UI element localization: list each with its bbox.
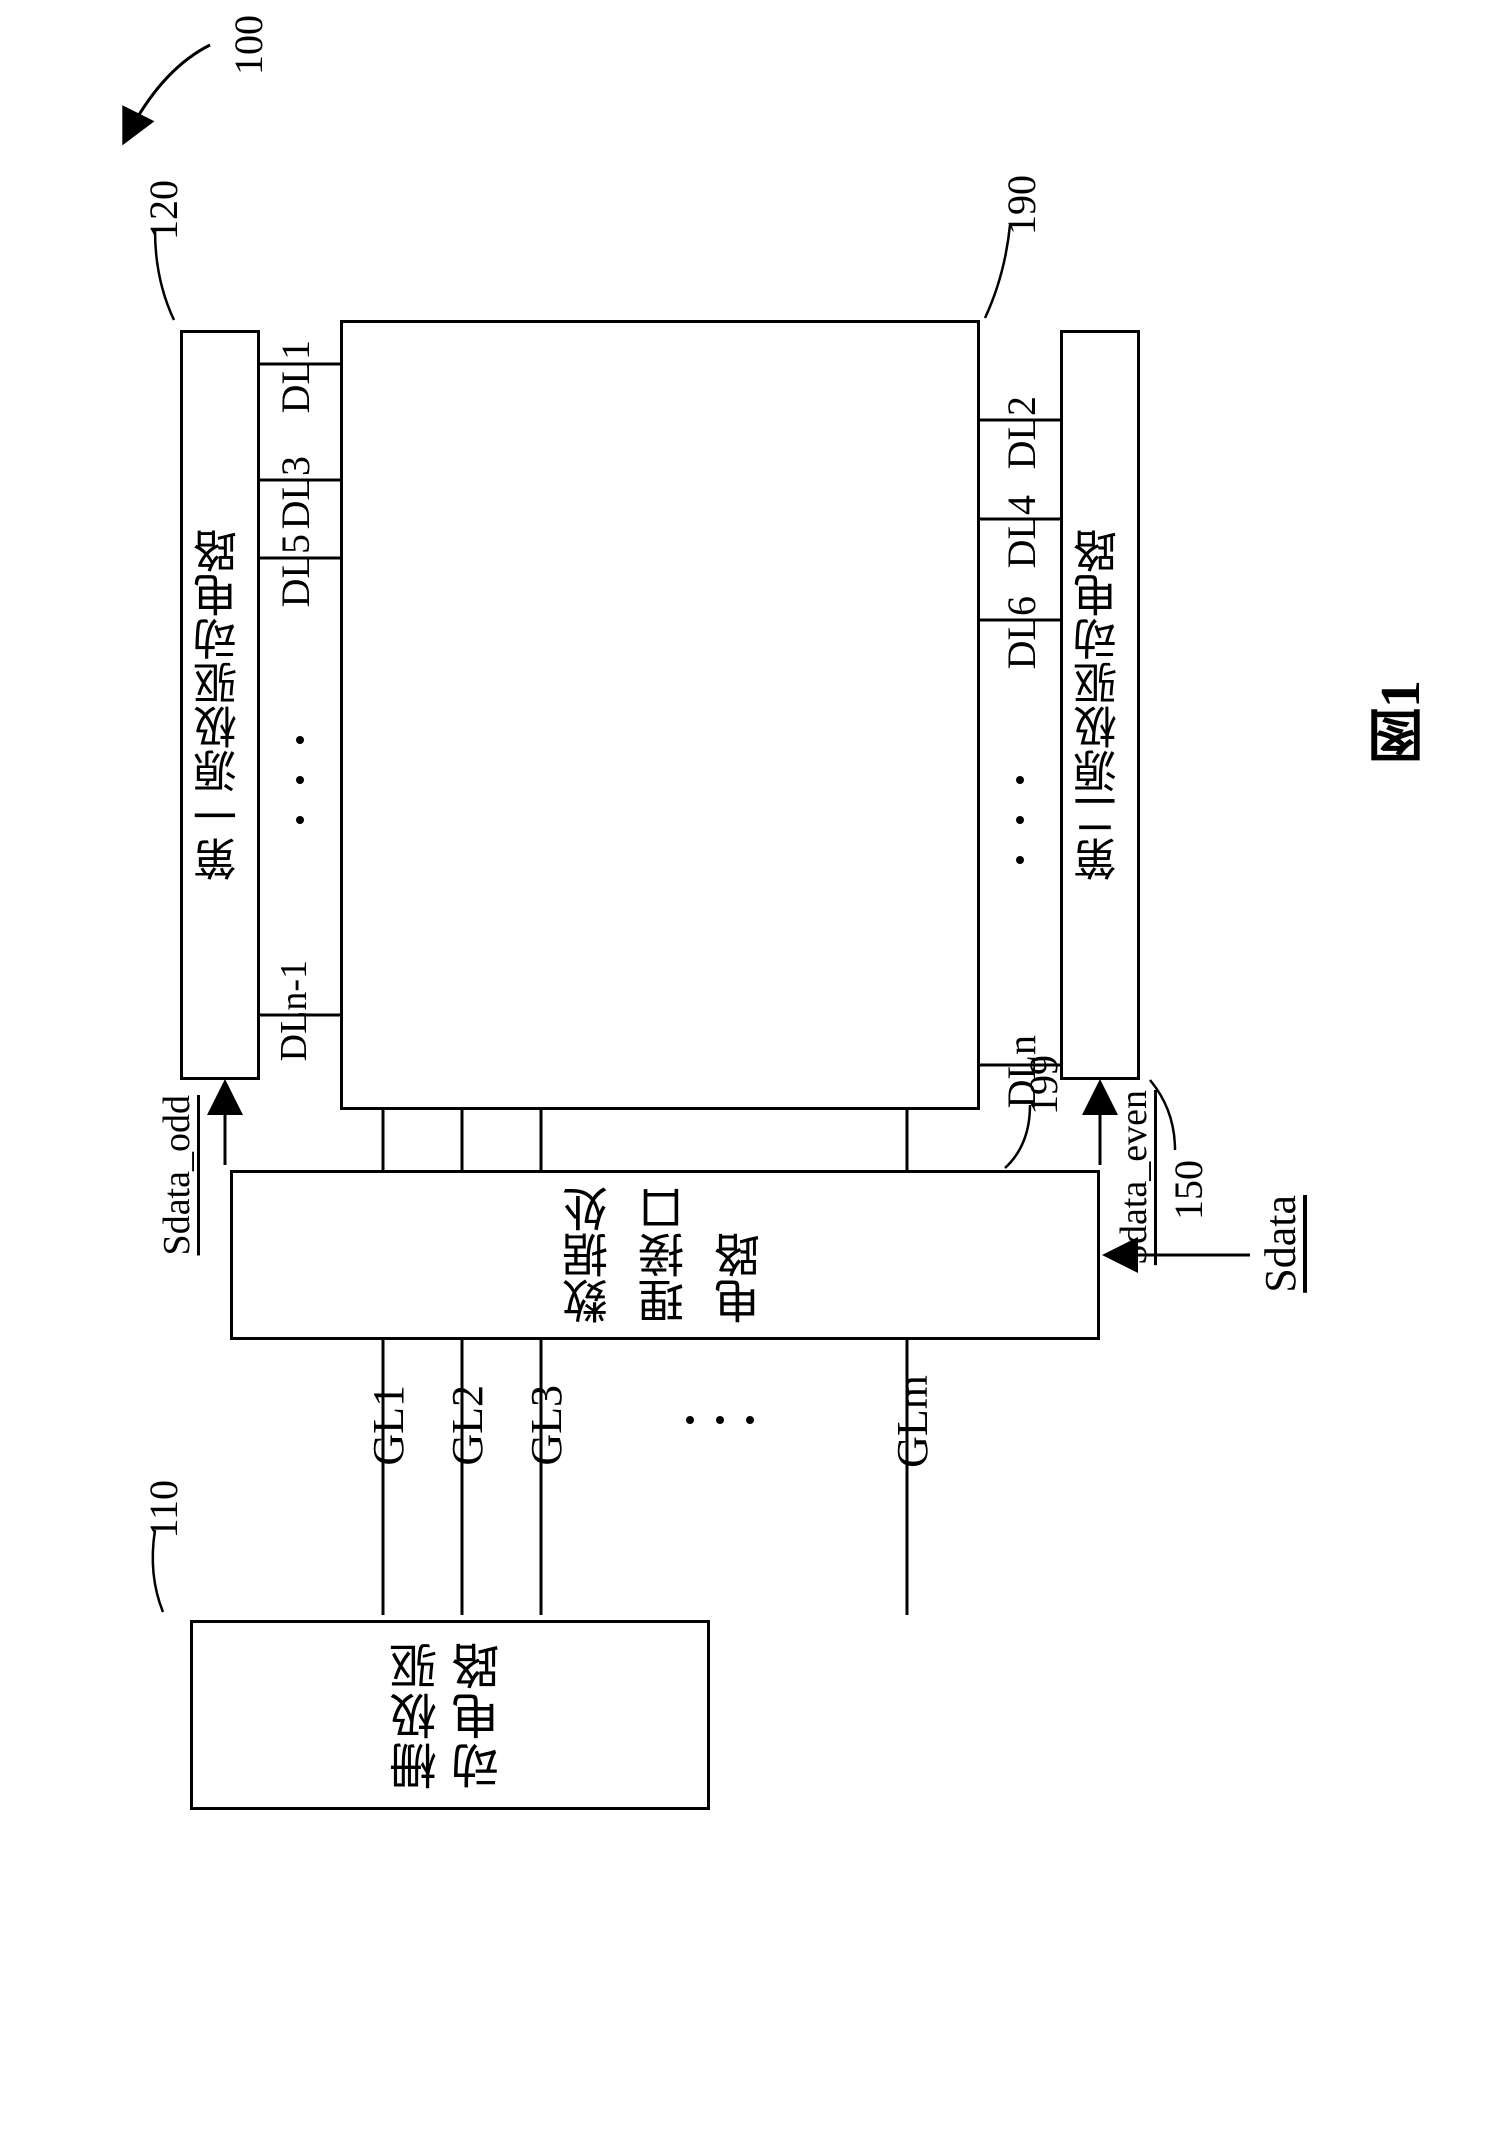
label-dln1: DLn-1: [272, 960, 316, 1061]
data-interface-label-line3: 电路: [708, 1186, 774, 1324]
label-gl3: GL3: [521, 1385, 572, 1466]
label-dl5: DL5: [272, 534, 319, 607]
source-driver-2-label: 第二源极驱动电路: [1074, 529, 1127, 881]
label-dln: DLn: [998, 1035, 1045, 1108]
label-gl1: GL1: [363, 1385, 414, 1466]
data-interface-block: 电路 理接口 数据处: [230, 1170, 1100, 1340]
label-dl3: DL3: [272, 456, 319, 529]
data-interface-label-line2: 理接口: [632, 1186, 698, 1324]
ref-120: 120: [140, 180, 187, 240]
ref-150: 150: [1165, 1160, 1212, 1220]
source-driver-1-block: 第一源极驱动电路: [180, 330, 260, 1080]
label-dl2: DL2: [998, 396, 1045, 469]
ref-100: 100: [225, 15, 272, 75]
source-driver-2-block: 第二源极驱动电路: [1060, 330, 1140, 1080]
label-dl1: DL1: [272, 340, 319, 413]
source-driver-1-label: 第一源极驱动电路: [194, 529, 247, 881]
label-sdata: Sdata: [1255, 1195, 1306, 1293]
display-panel-block: [340, 320, 980, 1110]
label-dl4: DL4: [998, 495, 1045, 568]
ref-190: 190: [998, 175, 1045, 235]
diagram-canvas: 100 栅极驱动电路 110 第一源极驱动电路 120 第二源极驱动电路 150…: [0, 0, 1502, 2135]
label-sdata-even: Sdata_even: [1112, 1090, 1156, 1265]
label-sdata-odd: Sdata_odd: [155, 1095, 199, 1255]
figure-title: 图1: [1360, 680, 1441, 764]
gate-driver-label: 栅极驱动电路: [388, 1623, 513, 1807]
data-interface-label-line1: 数据处: [556, 1186, 622, 1324]
gate-driver-block: 栅极驱动电路: [190, 1620, 710, 1810]
ref-110: 110: [140, 1480, 187, 1539]
label-glm: GLm: [887, 1375, 938, 1468]
label-dl6: DL6: [998, 596, 1045, 669]
label-gl2: GL2: [442, 1385, 493, 1466]
